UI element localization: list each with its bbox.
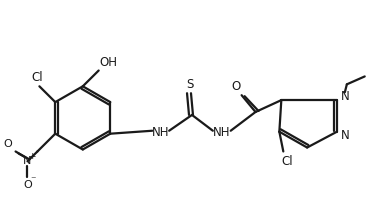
Text: Cl: Cl xyxy=(32,71,43,84)
Text: OH: OH xyxy=(100,56,117,69)
Text: O: O xyxy=(3,139,12,148)
Text: NH: NH xyxy=(213,126,231,139)
Text: N: N xyxy=(340,129,349,142)
Text: N: N xyxy=(340,90,349,103)
Text: Cl: Cl xyxy=(282,155,293,168)
Text: S: S xyxy=(186,78,194,91)
Text: +: + xyxy=(28,152,35,161)
Text: NH: NH xyxy=(152,126,169,139)
Text: O: O xyxy=(23,180,32,190)
Text: O: O xyxy=(231,80,240,93)
Text: N: N xyxy=(23,156,32,166)
Text: ⁻: ⁻ xyxy=(31,175,36,185)
